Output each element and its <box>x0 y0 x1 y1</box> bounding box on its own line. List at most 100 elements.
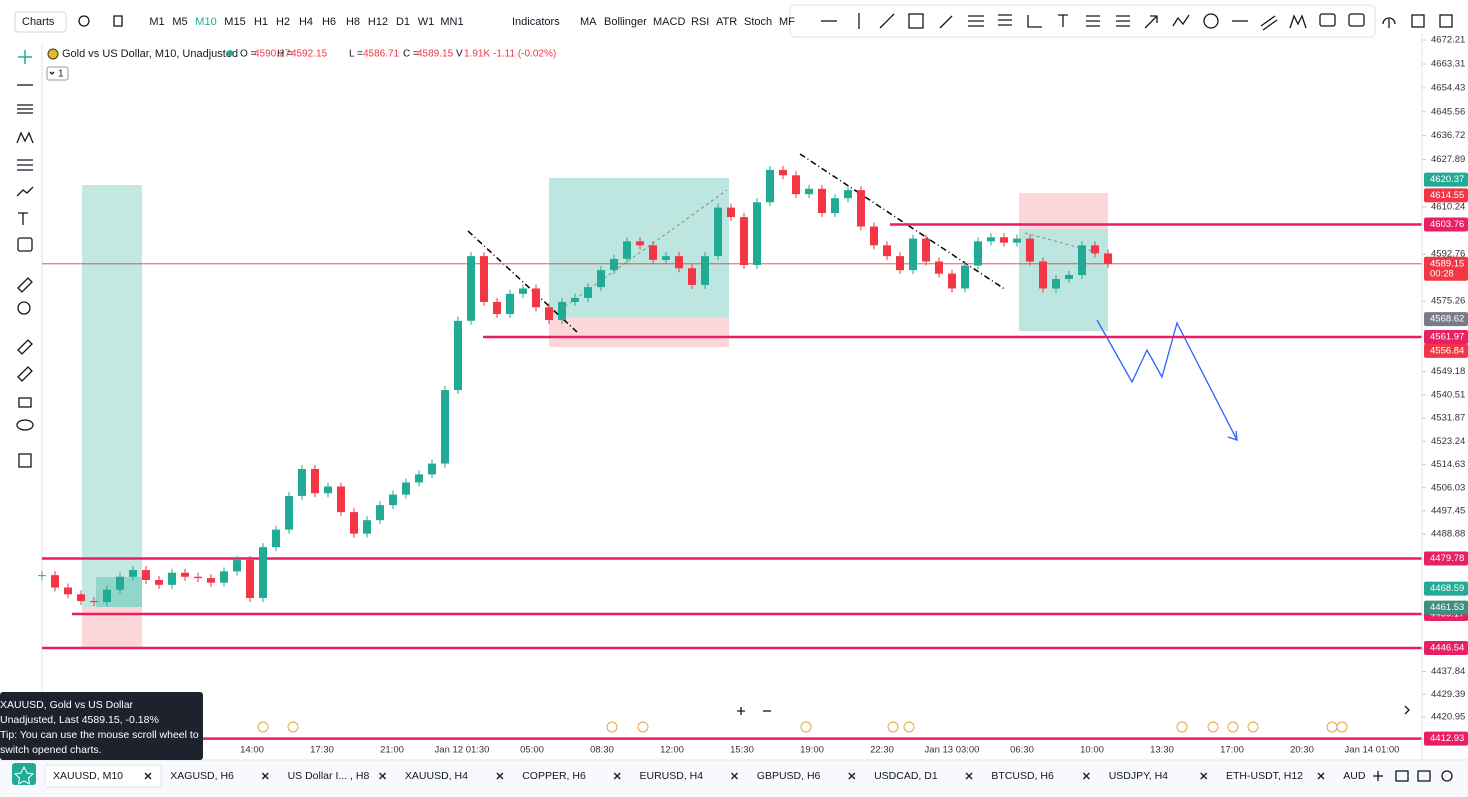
circle-icon[interactable] <box>1203 13 1219 29</box>
indicator-button[interactable]: Stoch <box>744 16 772 28</box>
event-icon[interactable] <box>1207 721 1219 733</box>
upload-icon[interactable] <box>1382 17 1396 28</box>
layout-icon[interactable] <box>1395 770 1409 782</box>
arrow-icon[interactable] <box>1144 15 1158 29</box>
tab-close[interactable] <box>848 772 856 780</box>
timeframe[interactable]: H2 <box>276 16 290 28</box>
timeframe[interactable]: W1 <box>418 16 435 28</box>
tab-label[interactable]: GBPUSD, H6 <box>757 770 821 782</box>
charts-menu-box[interactable] <box>14 11 67 33</box>
tab-close[interactable] <box>261 772 269 780</box>
pattern-tool[interactable] <box>16 131 34 144</box>
callout-icon[interactable] <box>1348 13 1365 27</box>
long-position-loss[interactable] <box>549 317 729 347</box>
short-position-loss[interactable] <box>1019 193 1108 229</box>
pattern-icon[interactable] <box>1289 14 1307 29</box>
open-icon[interactable] <box>1411 14 1425 28</box>
tab-label[interactable]: BTCUSD, H6 <box>991 770 1054 782</box>
tab-close[interactable] <box>1200 772 1208 780</box>
indicator-button[interactable]: Bollinger <box>604 16 647 28</box>
tab-label[interactable]: XAGUSD, H6 <box>170 770 234 782</box>
parallel-icon[interactable] <box>1260 15 1278 31</box>
screenshot-icon[interactable] <box>1439 14 1453 28</box>
charts-menu[interactable]: Charts <box>22 16 55 28</box>
indicator-button[interactable]: MACD <box>653 16 685 28</box>
event-icon[interactable] <box>257 721 269 733</box>
tab-label[interactable]: ETH-USDT, H12 <box>1226 770 1303 782</box>
event-icon[interactable] <box>887 721 899 733</box>
timeframe[interactable]: M5 <box>172 16 187 28</box>
tab-close[interactable] <box>1082 772 1090 780</box>
tab-label[interactable]: XAUUSD, M10 <box>53 770 123 782</box>
timeframe[interactable]: D1 <box>396 16 410 28</box>
timeframe[interactable]: H1 <box>254 16 268 28</box>
trend-line[interactable] <box>799 153 1007 291</box>
tab-close[interactable] <box>613 772 621 780</box>
tab-close[interactable] <box>144 772 152 780</box>
tab-label[interactable]: XAUUSD, H4 <box>405 770 468 782</box>
long-position-profit[interactable] <box>82 185 142 607</box>
tab-close[interactable] <box>1317 772 1325 780</box>
rect-icon[interactable] <box>908 13 924 29</box>
tab-label[interactable]: EURUSD, H4 <box>640 770 704 782</box>
ruler-tool[interactable] <box>17 277 33 293</box>
tab-label[interactable]: AUD <box>1343 770 1366 782</box>
fib-icon[interactable] <box>968 15 984 27</box>
timeframe[interactable]: H4 <box>299 16 313 28</box>
tab-label[interactable]: US Dollar I... , H8 <box>288 770 370 782</box>
trend-tool[interactable] <box>16 186 34 197</box>
event-icon[interactable] <box>1176 721 1188 733</box>
channel-icon[interactable] <box>1086 15 1100 27</box>
tab-close[interactable] <box>965 772 973 780</box>
event-icon[interactable] <box>903 721 915 733</box>
event-icon[interactable] <box>606 721 618 733</box>
event-icon[interactable] <box>1336 721 1348 733</box>
brush-icon[interactable] <box>939 15 953 29</box>
lock-tool[interactable] <box>18 397 32 408</box>
settings-icon[interactable] <box>1441 770 1453 782</box>
indicator-button[interactable]: ATR <box>716 16 737 28</box>
event-icon[interactable] <box>287 721 299 733</box>
tab-close[interactable] <box>496 772 504 780</box>
event-icon[interactable] <box>1247 721 1259 733</box>
layer-badge[interactable]: 1 <box>58 69 64 80</box>
text-tool[interactable] <box>18 212 28 225</box>
layer-badge-box[interactable] <box>46 66 69 81</box>
favorites-button[interactable] <box>12 763 36 785</box>
line-icon[interactable] <box>879 13 895 29</box>
text-icon[interactable] <box>1058 14 1068 27</box>
delete-tool[interactable] <box>18 453 32 468</box>
zigzag-projection[interactable] <box>1096 319 1238 441</box>
add-tab[interactable] <box>1373 771 1383 781</box>
scroll-right-button[interactable] <box>1404 705 1410 715</box>
chart-type-icon[interactable] <box>113 15 123 27</box>
indicator-button[interactable]: RSI <box>691 16 709 28</box>
timeframe[interactable]: M15 <box>224 16 245 28</box>
fib2-icon[interactable] <box>998 14 1012 26</box>
active-tab[interactable] <box>44 764 162 788</box>
zoom-tool[interactable] <box>17 301 31 315</box>
indicator-button[interactable]: MF <box>779 16 795 28</box>
long-position-profit[interactable] <box>549 178 729 317</box>
event-icon[interactable] <box>637 721 649 733</box>
fullscreen-icon[interactable] <box>1417 770 1431 782</box>
timeframe[interactable]: H6 <box>322 16 336 28</box>
pitchfork-icon[interactable] <box>1116 15 1130 27</box>
tab-close[interactable] <box>379 772 387 780</box>
timeframe[interactable]: M10 <box>195 16 216 28</box>
timeframe[interactable]: H12 <box>368 16 388 28</box>
search-icon[interactable] <box>78 15 90 27</box>
fib-tool[interactable] <box>17 104 33 114</box>
crosshair-tool[interactable] <box>18 50 32 64</box>
event-icon[interactable] <box>1227 721 1239 733</box>
magnet-tool[interactable] <box>17 339 33 355</box>
tab-label[interactable]: COPPER, H6 <box>522 770 586 782</box>
timeframe[interactable]: MN1 <box>440 16 463 28</box>
timeframe[interactable]: H8 <box>346 16 360 28</box>
tab-close[interactable] <box>731 772 738 780</box>
draw-mode-tool[interactable] <box>17 366 33 382</box>
tab-label[interactable]: USDJPY, H4 <box>1109 770 1168 782</box>
tab-label[interactable]: USDCAD, D1 <box>874 770 938 782</box>
timeframe[interactable]: M1 <box>149 16 164 28</box>
indicator-button[interactable]: MA <box>580 16 597 28</box>
